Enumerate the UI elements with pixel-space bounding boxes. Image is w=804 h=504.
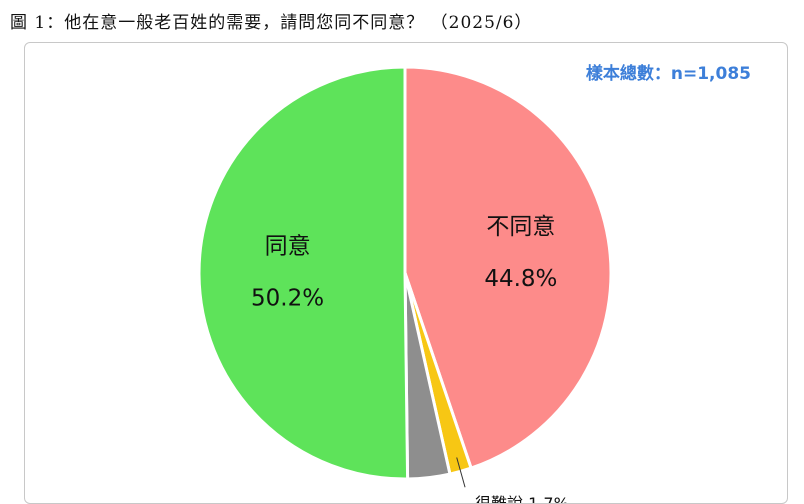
pie-slice-0 (403, 65, 613, 471)
pie-slice-3 (197, 65, 410, 481)
figure-caption: 圖 1：他在意一般老百姓的需要，請問您同不同意？ （2025/6） (10, 13, 533, 33)
slice-value-0: 44.8% (484, 266, 557, 292)
pie-chart: 不同意 44.8% 很難說 1.7% 同意 50.2% (197, 65, 613, 503)
sample-size-label: 樣本總數：n=1,085 (585, 64, 751, 84)
slice-outside-label-1: 很難說 1.7% (475, 494, 569, 503)
slice-label-0: 不同意 (486, 214, 555, 240)
chart-area: 樣本總數：n=1,085 不同意 44.8% 很難說 1.7% 同意 50.2% (24, 42, 788, 504)
slice-value-3: 50.2% (251, 286, 324, 312)
slice-label-3: 同意 (265, 234, 311, 260)
slice-leader-line-1 (456, 457, 466, 488)
